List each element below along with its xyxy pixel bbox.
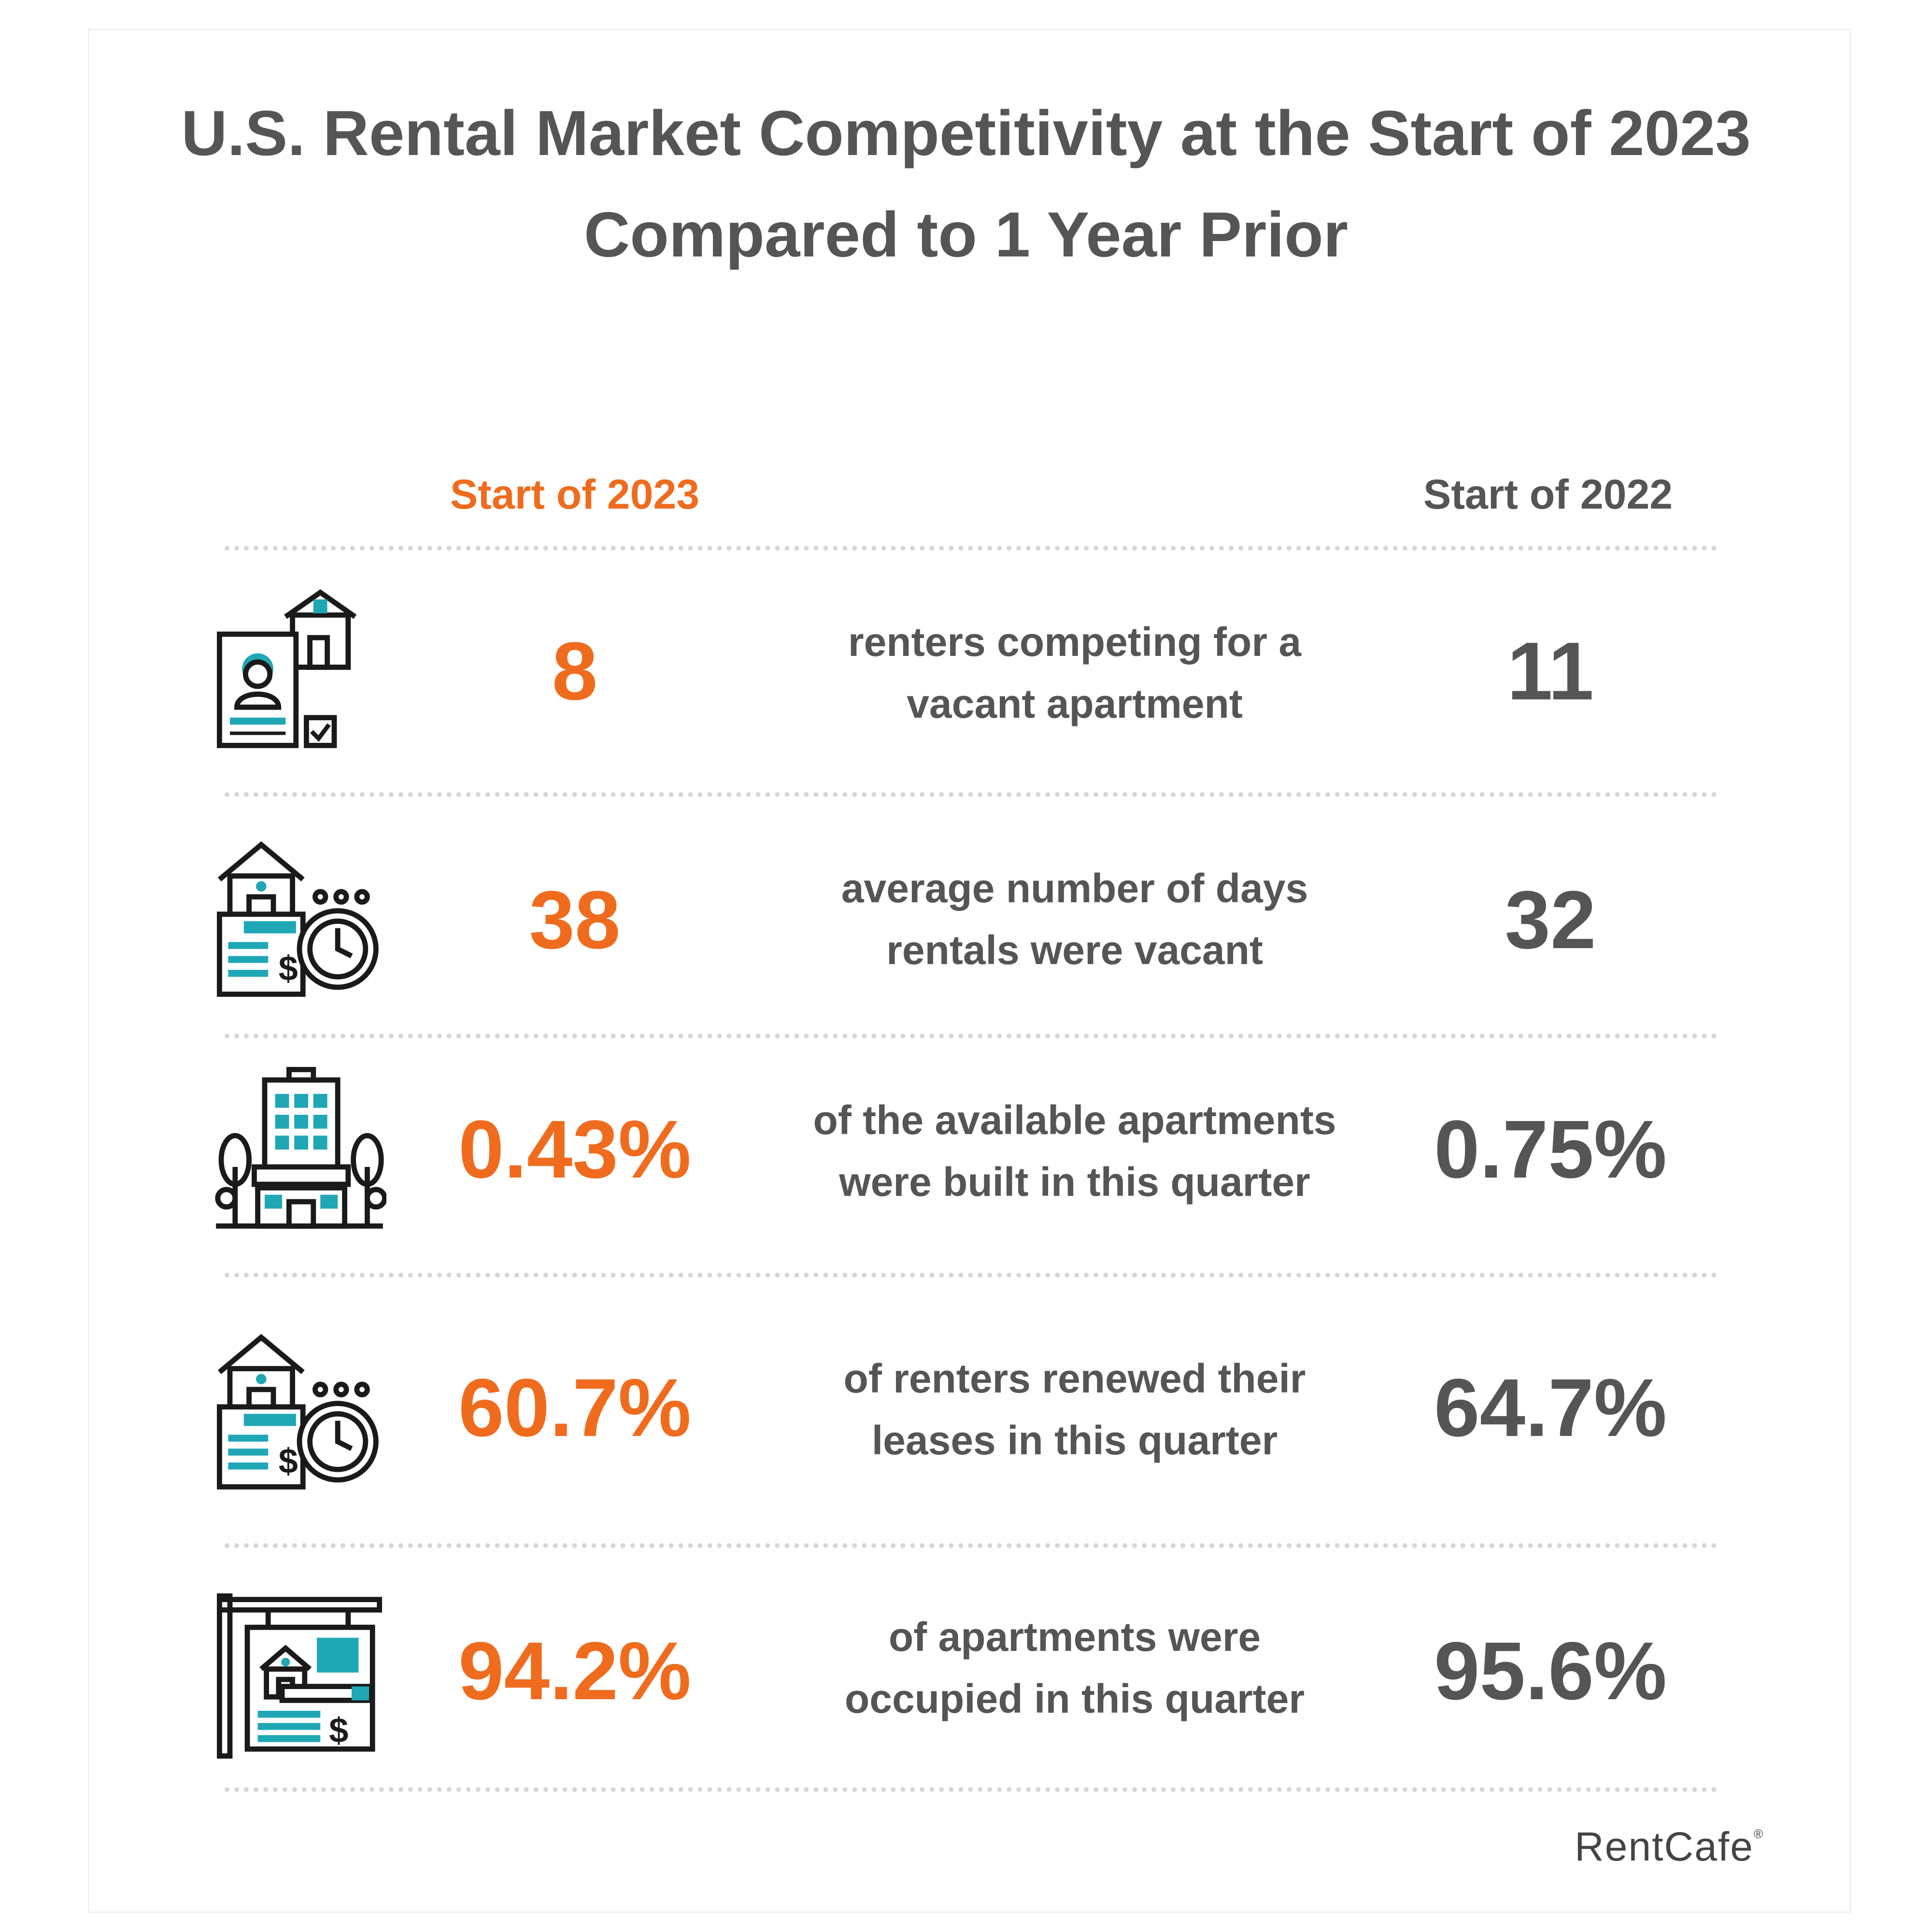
row-divider xyxy=(225,1034,1717,1038)
rental-vacancy-timer-icon: $ xyxy=(213,831,386,1005)
svg-text:$: $ xyxy=(279,950,298,988)
stat-description: of apartments were occupied in this quar… xyxy=(763,1606,1386,1730)
column-header-2023: Start of 2023 xyxy=(450,471,700,518)
renter-application-icon xyxy=(213,582,386,756)
apartment-building-icon xyxy=(213,1063,387,1236)
value-2023: 38 xyxy=(529,874,621,966)
stat-description-line: of apartments were xyxy=(888,1614,1261,1660)
row-divider xyxy=(225,792,1717,797)
stat-description-line: average number of days xyxy=(841,866,1308,911)
svg-text:$: $ xyxy=(329,1711,348,1750)
stat-description-line: renters competing for a xyxy=(848,619,1302,665)
stat-description-line: of the available apartments xyxy=(813,1097,1336,1143)
value-2022: 0.75% xyxy=(1434,1104,1667,1195)
registered-mark: ® xyxy=(1753,1827,1764,1841)
stat-description-line: occupied in this quarter xyxy=(844,1676,1305,1721)
value-2022: 32 xyxy=(1505,874,1596,966)
stat-description: renters competing for a vacant apartment xyxy=(763,611,1386,735)
row-divider xyxy=(225,1787,1717,1792)
value-2022: 64.7% xyxy=(1434,1362,1667,1454)
logo-text: RentCafe xyxy=(1575,1824,1754,1869)
stat-description: of renters renewed their leases in this … xyxy=(763,1348,1386,1471)
infographic-frame xyxy=(88,29,1851,1913)
value-2022: 95.6% xyxy=(1434,1625,1667,1717)
stat-description: of the available apartments were built i… xyxy=(763,1089,1386,1213)
page-title-line-1: U.S. Rental Market Competitivity at the … xyxy=(181,98,1751,169)
row-divider xyxy=(225,1273,1717,1278)
occupancy-sign-icon: $ xyxy=(213,1589,386,1763)
value-2023: 0.43% xyxy=(458,1104,692,1195)
value-2023: 94.2% xyxy=(458,1625,692,1717)
stat-description-line: of renters renewed their xyxy=(843,1356,1306,1401)
value-2022: 11 xyxy=(1507,625,1594,717)
column-header-2022: Start of 2022 xyxy=(1423,471,1673,518)
row-divider xyxy=(225,1543,1717,1548)
stat-description-line: vacant apartment xyxy=(907,681,1243,726)
stat-description-line: rentals were vacant xyxy=(886,927,1263,973)
row-divider xyxy=(225,546,1717,551)
rentcafe-logo: RentCafe® xyxy=(1575,1823,1764,1870)
value-2023: 60.7% xyxy=(458,1362,692,1454)
stat-description-line: leases in this quarter xyxy=(871,1418,1278,1463)
page-title-line-2: Compared to 1 Year Prior xyxy=(583,199,1349,270)
lease-renewal-timer-icon: $ xyxy=(213,1323,386,1497)
stat-description: average number of days rentals were vaca… xyxy=(763,857,1386,981)
value-2023: 8 xyxy=(552,625,598,717)
stat-description-line: were built in this quarter xyxy=(839,1159,1310,1205)
svg-text:$: $ xyxy=(279,1442,298,1481)
